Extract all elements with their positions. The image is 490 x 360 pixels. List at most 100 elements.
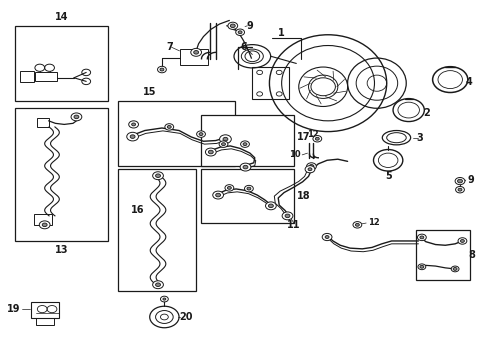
Text: 12: 12 — [368, 218, 380, 227]
Circle shape — [458, 188, 462, 191]
Circle shape — [417, 234, 426, 240]
Circle shape — [236, 29, 245, 36]
Text: 13: 13 — [55, 245, 69, 255]
Circle shape — [309, 165, 314, 168]
Bar — [15, 108, 108, 241]
Circle shape — [269, 204, 273, 208]
Circle shape — [420, 265, 424, 268]
Circle shape — [127, 132, 139, 141]
Text: 18: 18 — [297, 191, 311, 201]
Text: 2: 2 — [423, 108, 430, 118]
Bar — [36, 318, 54, 325]
Text: 7: 7 — [167, 42, 173, 52]
Circle shape — [153, 172, 163, 180]
Circle shape — [456, 186, 465, 193]
Circle shape — [418, 264, 426, 270]
Text: 1: 1 — [278, 28, 285, 38]
Bar — [201, 169, 294, 223]
Text: 12: 12 — [307, 130, 318, 139]
Circle shape — [160, 296, 168, 302]
Circle shape — [220, 135, 231, 143]
Circle shape — [196, 131, 205, 137]
Circle shape — [216, 193, 220, 197]
Circle shape — [285, 214, 290, 218]
Circle shape — [129, 121, 139, 128]
Circle shape — [223, 137, 228, 141]
Circle shape — [163, 298, 166, 300]
Circle shape — [355, 224, 359, 226]
Circle shape — [205, 148, 216, 156]
Circle shape — [461, 239, 465, 242]
Circle shape — [156, 283, 160, 287]
Circle shape — [158, 66, 166, 73]
Circle shape — [238, 31, 242, 34]
Text: 17: 17 — [297, 132, 310, 142]
Circle shape — [245, 185, 253, 192]
Circle shape — [243, 143, 247, 145]
Circle shape — [42, 223, 47, 226]
Circle shape — [153, 281, 163, 289]
Text: 9: 9 — [467, 175, 474, 185]
Bar — [118, 101, 235, 166]
Circle shape — [243, 165, 248, 169]
Circle shape — [453, 267, 457, 270]
Circle shape — [282, 212, 293, 220]
Text: 9: 9 — [246, 21, 253, 31]
Circle shape — [167, 126, 171, 129]
Circle shape — [308, 168, 312, 171]
Text: 11: 11 — [287, 220, 300, 230]
Circle shape — [325, 235, 329, 238]
Circle shape — [241, 141, 249, 147]
Bar — [179, 49, 208, 64]
Circle shape — [305, 166, 315, 173]
Text: 19: 19 — [7, 304, 20, 314]
Bar — [15, 26, 108, 101]
Circle shape — [199, 133, 203, 135]
Circle shape — [228, 22, 238, 30]
Circle shape — [208, 150, 213, 154]
Text: 14: 14 — [55, 12, 69, 22]
Circle shape — [191, 48, 201, 56]
Bar — [34, 214, 52, 225]
Circle shape — [455, 177, 465, 185]
Circle shape — [230, 24, 235, 28]
Circle shape — [307, 163, 317, 170]
Text: 6: 6 — [241, 42, 247, 52]
Circle shape — [156, 174, 160, 177]
Bar — [252, 67, 289, 99]
Text: 15: 15 — [143, 87, 156, 97]
Circle shape — [130, 135, 135, 138]
Text: 10: 10 — [289, 150, 301, 159]
Circle shape — [39, 221, 50, 229]
Bar — [416, 230, 470, 280]
Circle shape — [219, 141, 228, 147]
Circle shape — [313, 135, 322, 142]
Circle shape — [247, 187, 251, 190]
Bar — [37, 118, 49, 127]
Text: 8: 8 — [469, 250, 476, 260]
Text: 3: 3 — [416, 133, 423, 143]
Bar — [31, 302, 59, 318]
Circle shape — [227, 186, 231, 189]
Circle shape — [316, 137, 319, 140]
Bar — [35, 72, 57, 81]
Circle shape — [420, 236, 424, 239]
Circle shape — [322, 233, 332, 240]
Bar — [201, 116, 294, 166]
Bar — [20, 71, 34, 82]
Circle shape — [225, 185, 234, 191]
Circle shape — [71, 113, 82, 121]
Text: 4: 4 — [466, 77, 472, 87]
Circle shape — [194, 50, 198, 54]
Circle shape — [132, 123, 136, 126]
Circle shape — [213, 191, 223, 199]
Circle shape — [458, 179, 463, 183]
Bar — [118, 169, 196, 291]
Circle shape — [353, 222, 362, 228]
Circle shape — [451, 266, 459, 272]
Circle shape — [74, 115, 79, 119]
Circle shape — [266, 202, 276, 210]
Circle shape — [165, 124, 173, 130]
Circle shape — [240, 163, 251, 171]
Circle shape — [221, 143, 225, 145]
